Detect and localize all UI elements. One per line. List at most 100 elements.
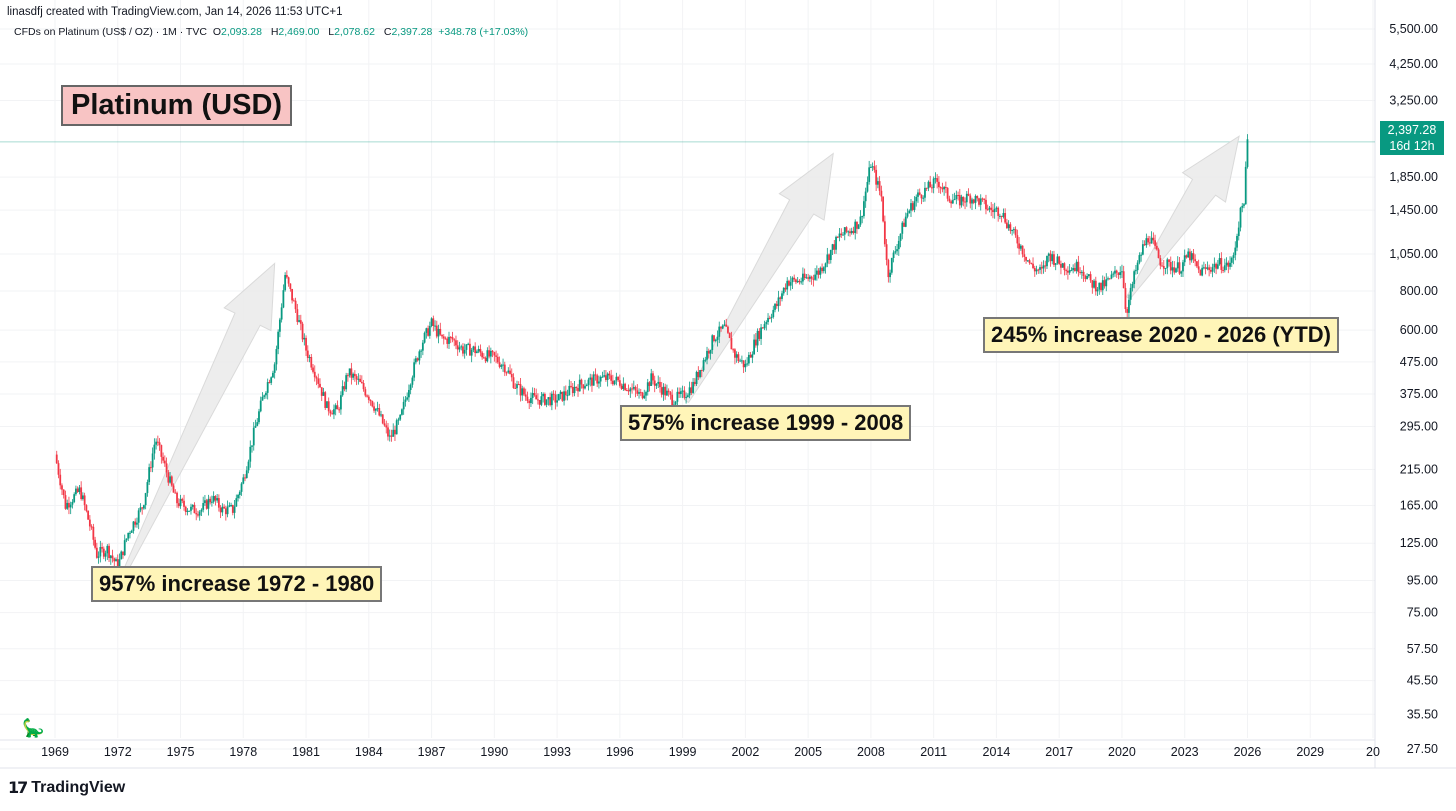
x-tick-label: 2002 (731, 745, 759, 759)
candle-body (610, 375, 613, 381)
candle-body (198, 511, 201, 516)
candle-body (331, 413, 334, 415)
candle-body (333, 409, 335, 415)
candle-body (1053, 254, 1055, 265)
candle-body (918, 192, 921, 195)
candle-body (1030, 262, 1033, 264)
candle-body (1028, 260, 1031, 263)
candle-body (298, 320, 300, 322)
candle-body (1056, 256, 1059, 264)
symbol-ohlc-row: CFDs on Platinum (US$ / OZ) · 1M · TVC O… (14, 26, 529, 38)
candle-body (104, 553, 107, 557)
candle-body (1047, 253, 1050, 256)
candle-body (357, 378, 360, 380)
candle-body (193, 504, 196, 514)
candle-body (270, 377, 273, 383)
x-tick-label: 1999 (669, 745, 697, 759)
candle-body (972, 199, 975, 203)
candle-body (950, 201, 953, 204)
candle-body (1033, 268, 1036, 272)
candle-body (143, 505, 145, 509)
candle-body (259, 400, 262, 412)
candle-body (742, 360, 745, 368)
candle-body (1018, 243, 1020, 249)
tradingview-footer[interactable]: 17 TradingView (8, 778, 125, 797)
candle-body (387, 427, 389, 437)
candle-body (132, 521, 135, 531)
candle-body (343, 386, 346, 390)
tradingview-logo-icon: 17 (8, 778, 28, 797)
candle-body (458, 347, 461, 350)
candle-body (810, 276, 813, 279)
candle-body (1246, 139, 1249, 167)
candle-body (732, 349, 735, 351)
candle-body (1107, 278, 1109, 280)
y-tick-label: 165.00 (1400, 499, 1438, 513)
candle-body (758, 330, 761, 339)
candle-body (158, 442, 161, 446)
candle-body (971, 199, 973, 204)
candle-body (859, 216, 862, 225)
candle-body (73, 494, 76, 502)
candle-body (835, 236, 837, 250)
dino-icon[interactable]: 🦕 (22, 718, 45, 738)
candle-body (1145, 238, 1148, 246)
candle-body (106, 545, 109, 554)
candle-body (585, 384, 588, 387)
candle-body (1063, 263, 1066, 271)
candle-body (1037, 269, 1040, 271)
y-tick-label: 27.50 (1407, 742, 1438, 756)
candle-body (373, 406, 375, 411)
symbol-label[interactable]: CFDs on Platinum (US$ / OZ) · 1M · TVC (14, 26, 207, 38)
candle-body (230, 505, 232, 507)
candle-body (258, 411, 260, 423)
candle-body (617, 376, 620, 381)
candle-body (212, 496, 215, 502)
candle-body (1004, 213, 1007, 223)
candle-body (301, 323, 304, 340)
candle-body (618, 380, 621, 386)
candle-body (690, 387, 693, 393)
candle-body (62, 489, 65, 496)
candle-body (244, 477, 246, 479)
candle-body (788, 280, 790, 286)
candle-body (376, 408, 379, 410)
candle-body (1157, 249, 1160, 259)
candle-body (606, 373, 609, 380)
candle-body (146, 482, 149, 494)
candle-body (57, 463, 60, 475)
y-tick-label: 215.00 (1400, 463, 1438, 477)
x-tick-label: 2008 (857, 745, 885, 759)
candle-body (404, 399, 407, 402)
candle-body (414, 358, 417, 363)
candle-body (420, 350, 423, 352)
y-tick-label: 35.50 (1407, 707, 1438, 721)
candle-body (1202, 267, 1205, 269)
candle-body (1178, 262, 1181, 274)
candle-body (615, 376, 618, 381)
candle-body (1042, 265, 1045, 269)
candle-body (1049, 253, 1052, 262)
candle-body (1087, 274, 1090, 276)
candle-body (688, 387, 691, 396)
annotation-1972-1980: 957% increase 1972 - 1980 (91, 566, 383, 602)
y-tick-label: 800.00 (1400, 284, 1438, 298)
candle-body (1122, 271, 1125, 289)
candle-body (1007, 224, 1010, 229)
candle-body (655, 383, 658, 386)
candle-body (831, 244, 834, 250)
candle-body (934, 178, 937, 180)
candle-body (1216, 264, 1219, 269)
candle-body (537, 399, 539, 401)
candle-body (204, 500, 206, 504)
candle-body (723, 324, 726, 326)
candle-body (636, 390, 639, 394)
candle-body (1244, 166, 1247, 205)
candle-body (462, 346, 464, 354)
candle-body (833, 244, 836, 250)
candle-body (931, 187, 933, 189)
candle-body (446, 338, 449, 344)
y-tick-label: 45.50 (1407, 674, 1438, 688)
candle-body (516, 384, 518, 389)
